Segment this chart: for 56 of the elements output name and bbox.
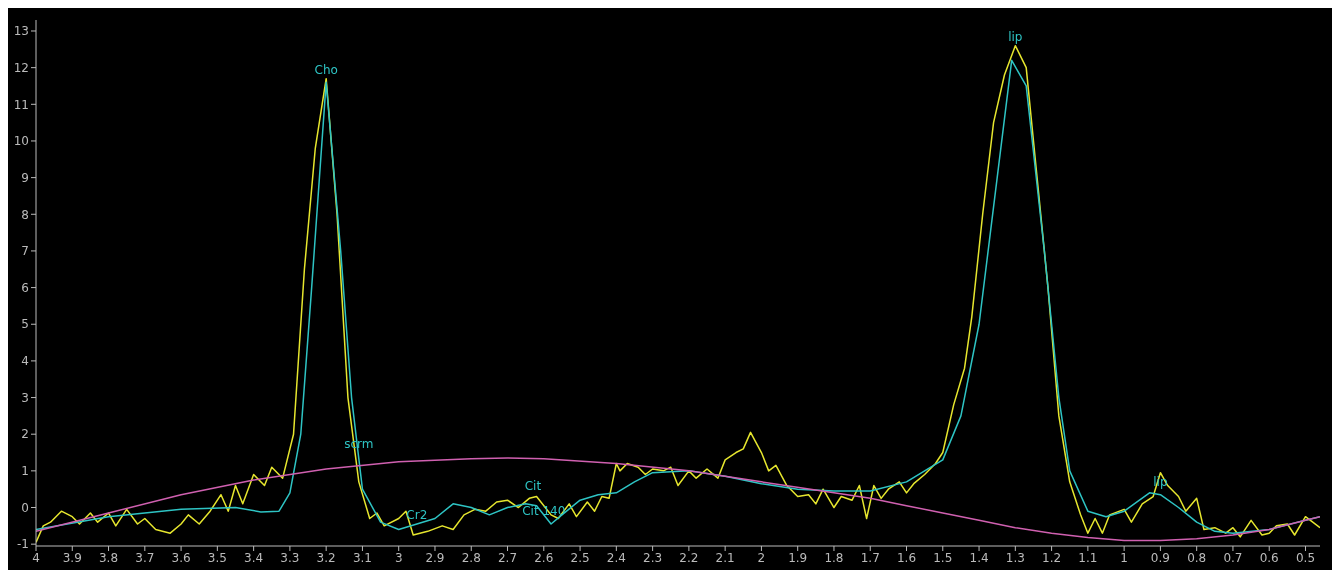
x-tick-label: 2.4 xyxy=(606,550,626,565)
y-tick-label: 8 xyxy=(21,207,29,222)
y-tick-label: 11 xyxy=(13,97,29,112)
y-tick-label: 5 xyxy=(21,317,29,332)
y-tick-label: 4 xyxy=(21,354,29,369)
x-tick-label: 1.2 xyxy=(1042,550,1062,565)
y-tick-label: -1 xyxy=(17,537,29,552)
x-tick-label: 2.9 xyxy=(425,550,445,565)
x-tick-label: 2.3 xyxy=(643,550,663,565)
x-tick-label: 3 xyxy=(394,550,403,565)
x-tick-label: 2.1 xyxy=(715,550,735,565)
line-series xyxy=(36,457,1320,542)
x-tick-label: 3.7 xyxy=(135,550,155,565)
x-tick-label: 1 xyxy=(1120,550,1128,565)
x-tick-label: 3.8 xyxy=(99,550,119,565)
x-tick-label: 2.2 xyxy=(679,550,699,565)
x-tick-label: 4 xyxy=(32,550,40,565)
annotation: Cit xyxy=(524,478,542,493)
y-tick-label: 2 xyxy=(21,427,29,442)
x-tick-label: 0.7 xyxy=(1223,550,1243,565)
x-tick-label: 1.8 xyxy=(824,550,844,565)
x-tick-label: 0.6 xyxy=(1259,550,1279,565)
x-tick-label: 3.5 xyxy=(207,550,227,565)
x-tick-label: 2.5 xyxy=(570,550,590,565)
x-tick-label: 3.9 xyxy=(62,550,82,565)
x-tick-label: 2 xyxy=(757,550,766,565)
y-tick-label: 7 xyxy=(21,244,29,259)
x-tick-label: 0.5 xyxy=(1295,550,1316,565)
x-tick-label: 1.7 xyxy=(860,550,880,565)
x-tick-label: 2.8 xyxy=(461,550,481,565)
x-tick-label: 2.7 xyxy=(497,550,518,565)
y-tick-label: 3 xyxy=(21,390,29,405)
x-tick-label: 3.1 xyxy=(352,550,372,565)
y-tick-label: 6 xyxy=(21,280,29,295)
y-tick-label: 1 xyxy=(21,464,29,479)
x-tick-label: 0.9 xyxy=(1150,550,1170,565)
y-tick-label: 13 xyxy=(13,24,29,39)
y-tick-label: 0 xyxy=(21,500,29,515)
x-tick-label: 0.8 xyxy=(1187,550,1207,565)
y-tick-label: 9 xyxy=(21,170,29,185)
y-tick-label: 12 xyxy=(13,60,29,75)
x-tick-label: 3.2 xyxy=(316,550,336,565)
x-tick-label: 1.6 xyxy=(896,550,917,565)
annotation: lip xyxy=(1008,29,1023,44)
x-tick-label: 3.6 xyxy=(171,550,191,565)
x-tick-label: 1.1 xyxy=(1078,550,1098,565)
y-tick-label: 10 xyxy=(13,134,29,149)
x-tick-label: 1.9 xyxy=(788,550,808,565)
x-tick-label: 1.3 xyxy=(1005,550,1025,565)
x-tick-label: 3.4 xyxy=(244,550,264,565)
annotation: Cho xyxy=(314,62,338,77)
x-tick-label: 3.3 xyxy=(280,550,300,565)
annotation: Cr2 xyxy=(406,508,428,523)
x-tick-label: 1.4 xyxy=(969,550,989,565)
x-tick-label: 1.5 xyxy=(933,550,953,565)
x-tick-label: 2.6 xyxy=(534,550,554,565)
